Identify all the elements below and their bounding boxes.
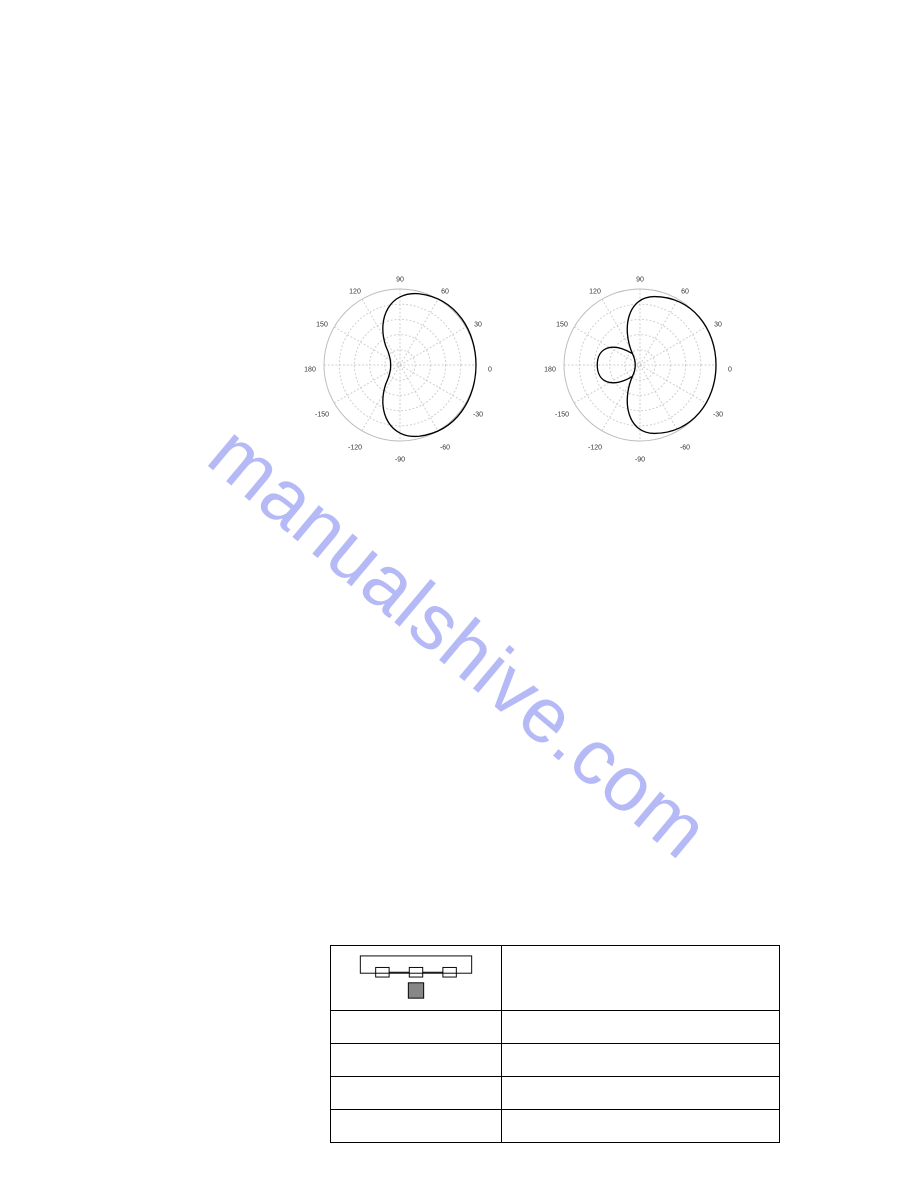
polar-plot-hypercardioid: 0 30 60 90 120 150 180 -150 -120 -90 -60… [540, 270, 740, 460]
watermark-text: manualshive.com [192, 407, 727, 876]
table-row [331, 1077, 780, 1110]
table-row [331, 1011, 780, 1044]
tick-30: 30 [474, 322, 482, 329]
tick-n30: -30 [473, 412, 483, 419]
tick-n120: -120 [348, 445, 362, 452]
tick-n60: -60 [680, 445, 690, 452]
tick-60: 60 [441, 289, 449, 296]
tick-150: 150 [316, 322, 328, 329]
tick-n60: -60 [440, 445, 450, 452]
table-row [331, 1110, 780, 1143]
spec-table-wrap [330, 945, 780, 1143]
mic-array-diagram [356, 954, 476, 1002]
tick-120: 120 [589, 289, 601, 296]
tick-n90: -90 [395, 457, 405, 464]
tick-150: 150 [556, 322, 568, 329]
cell [331, 1110, 502, 1143]
tick-0: 0 [488, 367, 492, 374]
table-row [331, 946, 780, 1011]
cell [501, 1077, 779, 1110]
cell [501, 1044, 779, 1077]
tick-n150: -150 [315, 412, 329, 419]
spec-table [330, 945, 780, 1143]
tick-0: 0 [728, 367, 732, 374]
tick-n120: -120 [588, 445, 602, 452]
tick-90: 90 [636, 277, 644, 284]
tick-60: 60 [681, 289, 689, 296]
cell [331, 1044, 502, 1077]
tick-180: 180 [544, 367, 556, 374]
cell [331, 1077, 502, 1110]
page: 0 30 60 90 120 150 180 -150 -120 -90 -60… [0, 0, 918, 1188]
tick-120: 120 [349, 289, 361, 296]
table-row [331, 1044, 780, 1077]
cell [501, 1110, 779, 1143]
cell [501, 1011, 779, 1044]
tick-30: 30 [714, 322, 722, 329]
tick-180: 180 [304, 367, 316, 374]
polar-plot-cardioid: 0 30 60 90 120 150 180 -150 -120 -90 -60… [300, 270, 500, 460]
cell [331, 1011, 502, 1044]
tick-n150: -150 [555, 412, 569, 419]
tick-n90: -90 [635, 457, 645, 464]
tick-n30: -30 [713, 412, 723, 419]
cell-diagram [331, 946, 502, 1011]
polar-plot-pair: 0 30 60 90 120 150 180 -150 -120 -90 -60… [300, 270, 820, 470]
cell [501, 946, 779, 1011]
tick-90: 90 [396, 277, 404, 284]
